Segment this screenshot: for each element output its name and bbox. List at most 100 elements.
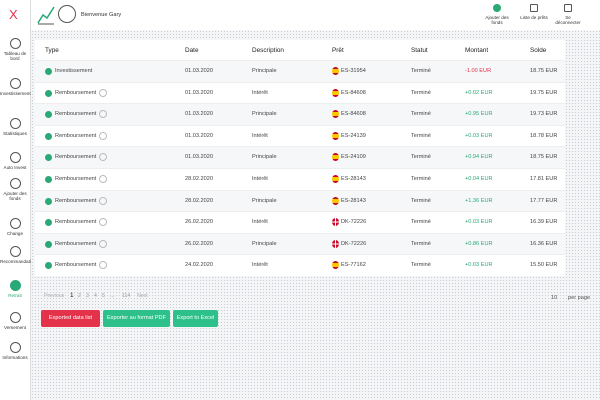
table-cell: Terminé (411, 154, 431, 161)
type-icon (45, 68, 52, 75)
logo (37, 6, 55, 25)
table-cell: Terminé (411, 111, 431, 118)
pagination-previous[interactable]: Previous (44, 293, 65, 299)
action-icon (564, 4, 572, 12)
table-cell: +0.02 EUR (465, 89, 493, 96)
table-cell: 18.75 EUR (530, 154, 558, 161)
table-cell: ES-31954 (341, 68, 366, 74)
table-cell: Principale (252, 68, 277, 74)
column-header: Date (185, 47, 199, 54)
export-button[interactable]: Exporter au format PDF (103, 310, 170, 327)
table-cell: 01.03.2020 (185, 68, 213, 74)
pagination-page[interactable]: 1 (70, 292, 74, 299)
sidebar-item[interactable]: Tableau de bord (0, 38, 30, 61)
table-cell: Remboursement (55, 262, 97, 269)
table-cell: 16.36 EUR (530, 240, 558, 247)
table-row: Remboursement 01.03.2020 Principale ES-2410… (35, 146, 565, 168)
sidebar-label: Retrait (8, 293, 22, 298)
sidebar-item[interactable]: Ajouter des fonds (0, 178, 30, 201)
pagination-page[interactable]: 3 (86, 293, 89, 299)
euro-icon (99, 131, 107, 140)
action-label: Se déconnecter (555, 15, 581, 25)
table-cell: +0.94 EUR (465, 154, 493, 161)
export-button[interactable]: Exported data list (41, 310, 100, 327)
table-cell: 17.77 EUR (530, 197, 558, 204)
table-cell: Intérêt (252, 262, 268, 269)
sidebar-icon (9, 38, 21, 49)
euro-icon (99, 88, 107, 97)
sidebar-label: Ajouter des fonds (3, 191, 27, 201)
table-cell: Terminé (411, 197, 431, 204)
table-cell: Remboursement (55, 197, 97, 204)
table-cell: Remboursement (55, 219, 97, 226)
table-cell: ES-28143 (341, 197, 366, 204)
sidebar-label: Statistiques (3, 131, 27, 136)
table-cell: +0.03 EUR (465, 219, 493, 226)
table-cell: 28.02.2020 (185, 176, 213, 182)
euro-icon (99, 153, 107, 162)
table-cell: +0.03 EUR (465, 262, 493, 269)
table-cell: Remboursement (55, 154, 97, 161)
per-page-select[interactable]: 10 (551, 295, 558, 301)
column-header: Montant (465, 47, 489, 54)
sidebar-icon (9, 178, 21, 189)
table-cell: 19.73 EUR (530, 111, 558, 118)
sidebar-icon (9, 342, 21, 353)
table-cell: Terminé (411, 240, 431, 247)
header-action[interactable]: Liste de prêts (518, 4, 550, 20)
table-row: Remboursement 01.03.2020 Intérêt ES-84608 Te… (35, 81, 565, 104)
type-icon (45, 197, 52, 205)
sidebar-item[interactable]: Auto Invest (0, 152, 30, 170)
table-cell: 15.50 EUR (530, 262, 558, 269)
table-cell: Principale (252, 111, 277, 118)
table-row: Investissement 01.03.2020 Principale ES-319… (35, 60, 565, 82)
table-cell: 01.03.2020 (185, 154, 213, 161)
pagination-page[interactable]: ... (110, 293, 115, 299)
table-cell: 01.03.2020 (185, 111, 213, 118)
table-row: Remboursement 28.02.2020 Intérêt ES-28143 Te… (35, 168, 565, 190)
sidebar-item[interactable]: Statistiques (0, 118, 30, 136)
close-button[interactable]: X (9, 7, 18, 22)
table-cell: Intérêt (252, 132, 268, 139)
sidebar-item[interactable]: Informations (0, 342, 30, 360)
table-cell: Remboursement (55, 240, 97, 247)
table-cell: Principale (252, 240, 277, 247)
table-cell: Remboursement (55, 132, 97, 139)
greeting: Bienvenue Gary (81, 12, 122, 18)
sidebar-item[interactable]: Recommandations (0, 246, 38, 264)
header-action[interactable]: Ajouter des fonds (481, 4, 513, 25)
pagination-page[interactable]: 5 (102, 293, 105, 299)
sidebar-icon (9, 218, 21, 229)
column-header: Type (45, 47, 59, 54)
table-cell: 19.75 EUR (530, 89, 558, 96)
table-cell: DK-72226 (341, 219, 367, 226)
avatar[interactable] (58, 5, 76, 23)
table-cell: Remboursement (55, 111, 97, 118)
flag (332, 131, 339, 140)
table-row: Remboursement 01.03.2020 Principale ES-8460… (35, 103, 565, 125)
pagination-page[interactable]: 114 (122, 293, 131, 299)
sidebar-item[interactable]: Versement (0, 312, 30, 330)
type-icon (45, 262, 52, 270)
euro-icon (99, 196, 107, 205)
flag (332, 175, 339, 183)
pagination-page[interactable]: 2 (78, 293, 81, 299)
header-action[interactable]: Se déconnecter (552, 4, 584, 25)
euro-icon (99, 239, 107, 248)
table-cell: Terminé (411, 132, 431, 139)
table-cell: 18.78 EUR (530, 132, 558, 139)
table-cell: ES-84608 (341, 111, 366, 118)
sidebar-label: Investissements (0, 91, 33, 96)
sidebar-item[interactable]: Retrait (0, 280, 30, 298)
type-icon (45, 111, 52, 119)
sidebar-label: Tableau de bord (3, 51, 27, 61)
sidebar-item[interactable]: Investissements (0, 78, 33, 96)
table-row: Remboursement 28.02.2020 Principale ES-2814… (35, 189, 565, 212)
sidebar-item[interactable]: Change (0, 218, 30, 236)
table-cell: Terminé (411, 176, 431, 182)
flag (332, 218, 339, 227)
pagination-next[interactable]: Next (137, 293, 148, 299)
pagination-page[interactable]: 4 (94, 293, 97, 299)
export-button[interactable]: Export to Excel (173, 310, 218, 327)
